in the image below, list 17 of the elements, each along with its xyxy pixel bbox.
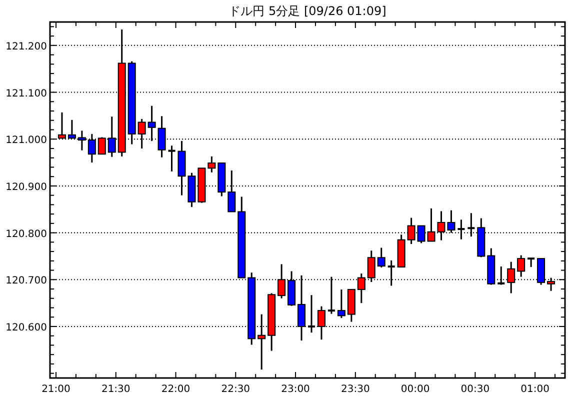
y-tick-label: 120.700 <box>6 276 47 287</box>
y-tick-label: 121.000 <box>6 135 47 146</box>
x-tick-label: 23:00 <box>281 384 310 395</box>
y-tick-label: 121.100 <box>6 88 47 100</box>
y-tick-label: 120.800 <box>6 228 47 240</box>
chart-title: ドル円 5分足 [09/26 01:09] <box>228 4 386 18</box>
x-tick-label: 22:30 <box>221 384 250 395</box>
x-tick-label: 22:00 <box>161 384 190 395</box>
x-tick-label: 23:30 <box>340 384 370 395</box>
y-tick-label: 121.200 <box>6 41 47 52</box>
x-tick-label: 00:00 <box>400 384 430 395</box>
x-tick-label: 21:30 <box>101 384 130 395</box>
y-tick-label: 120.600 <box>6 322 47 334</box>
y-tick-label: 120.900 <box>6 182 47 193</box>
x-tick-label: 01:00 <box>520 384 550 395</box>
x-tick-label: 21:00 <box>42 384 70 395</box>
x-tick-label: 00:30 <box>460 384 490 395</box>
